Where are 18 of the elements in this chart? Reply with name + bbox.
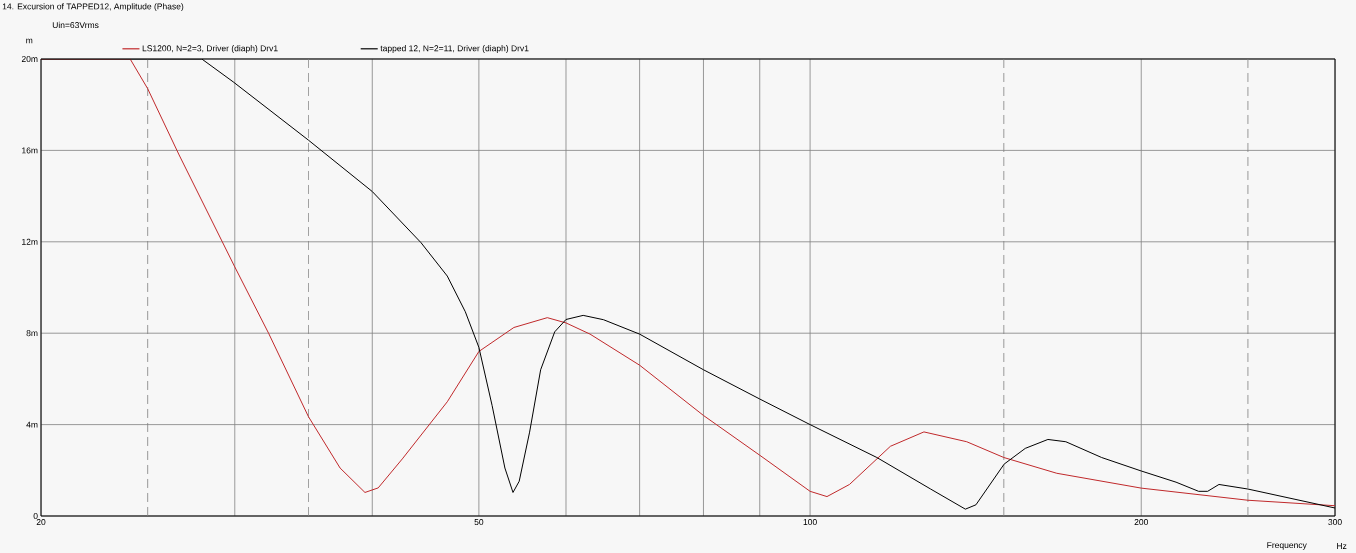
text: Uin=63Vrms [52,21,99,29]
legend-label: LS1200, N=2=3, Driver (diaph) Drv1 [142,45,278,54]
y-tick-label: 16m [22,147,38,154]
x-tick-label: 300 [1328,519,1342,526]
chart-title: 14. Excursion of TAPPED12, Amplitude (Phase) [2,3,184,12]
x-tick-label: 200 [1134,519,1148,526]
x-tick-label: 20 [36,519,46,526]
y-tick-label: 4m [26,421,38,428]
y-tick-label: 20m [21,55,38,62]
y-tick-label: 12m [22,238,38,245]
x-tick-label: 50 [474,519,484,526]
y-axis-title: m [26,38,33,44]
y-tick-label: 8m [26,330,38,337]
x-tick-label: 100 [803,519,817,526]
legend-label: tapped 12, N=2=11, Driver (diaph) Drv1 [380,45,529,54]
text: Hz [1337,543,1347,549]
y-tick-label: 0 [33,512,38,519]
x-axis-title: Frequency [1267,542,1307,550]
